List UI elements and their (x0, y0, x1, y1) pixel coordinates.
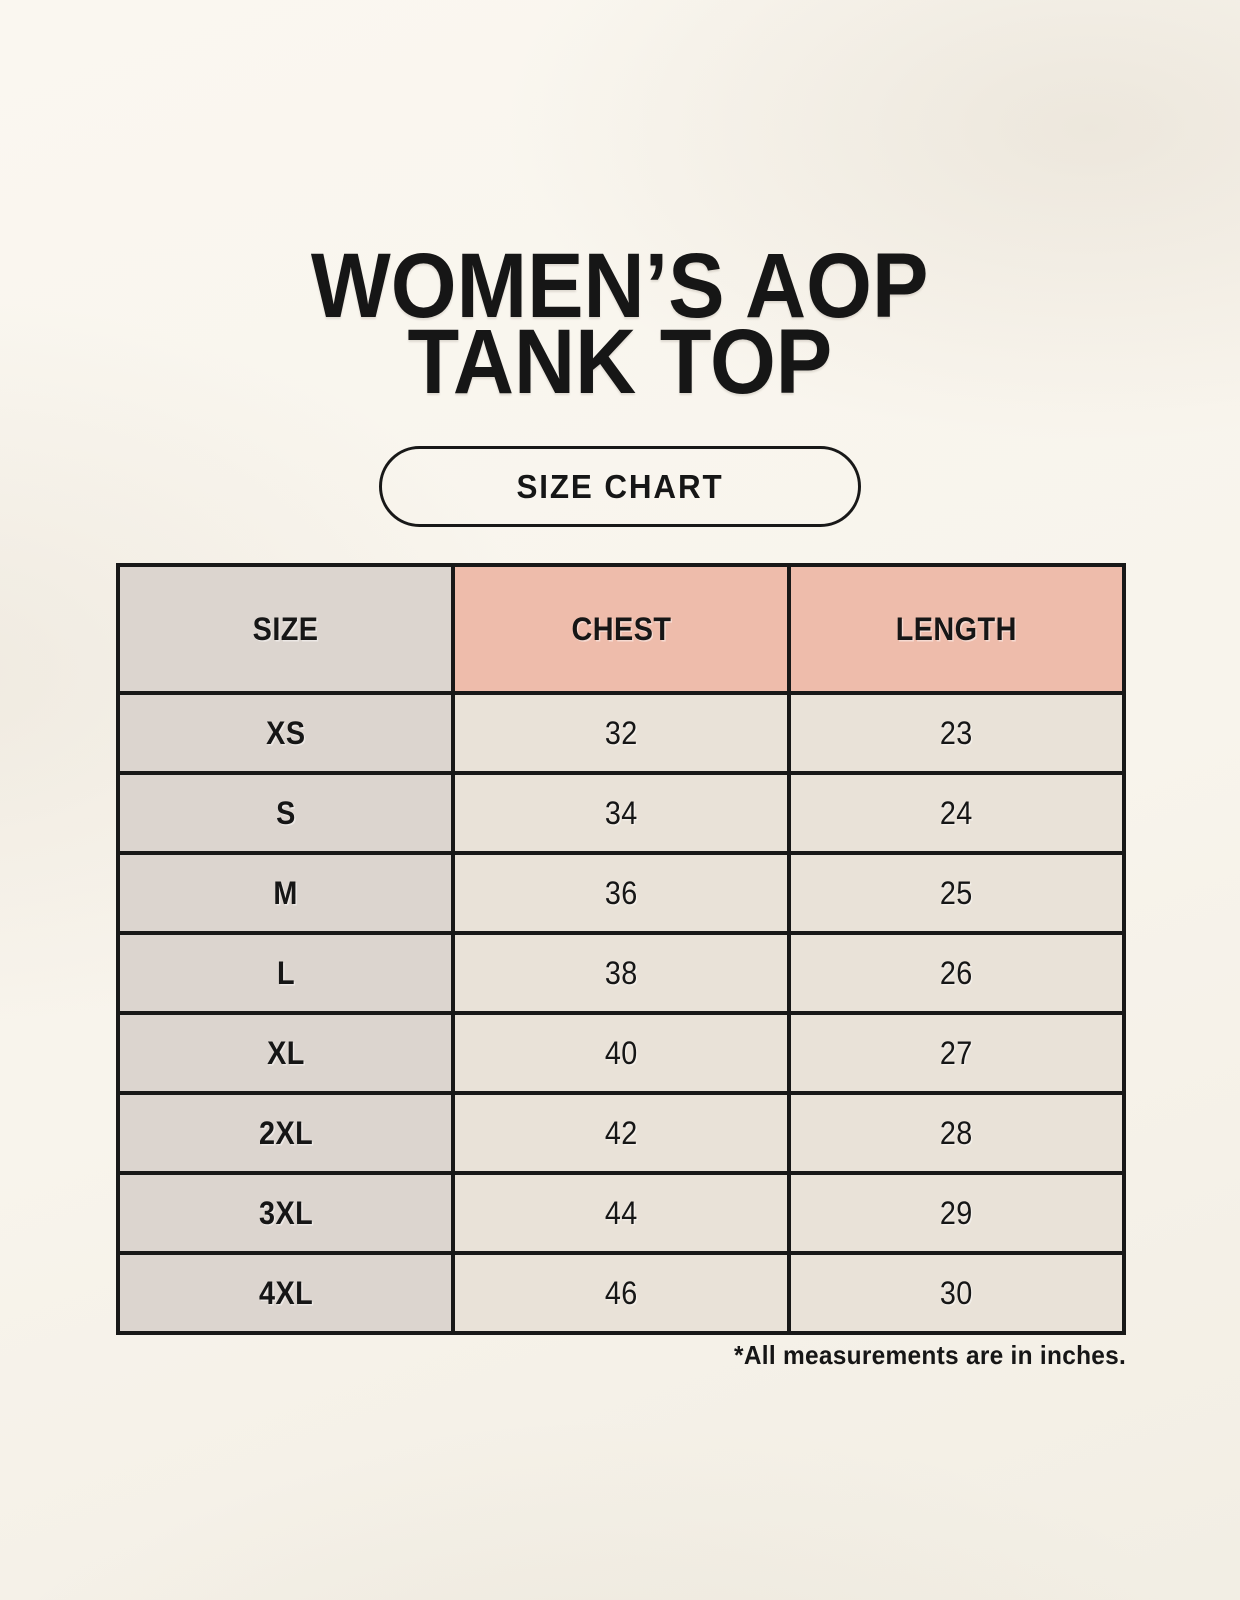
size-label: XL (266, 1034, 305, 1071)
size-label: M (273, 874, 298, 911)
chest-value: 42 (604, 1114, 638, 1151)
chest-value: 38 (604, 954, 638, 991)
chest-value-cell: 44 (455, 1175, 791, 1255)
chest-value: 34 (604, 794, 638, 831)
length-value: 24 (939, 794, 973, 831)
length-value-cell: 27 (790, 1015, 1126, 1095)
length-value: 26 (939, 954, 973, 991)
length-value-cell: 24 (790, 775, 1126, 855)
length-value-cell: 30 (790, 1255, 1126, 1335)
length-value-cell: 23 (790, 695, 1126, 775)
size-label: 4XL (258, 1274, 313, 1311)
length-value: 25 (939, 874, 973, 911)
chest-value: 46 (604, 1274, 638, 1311)
chest-value-cell: 40 (455, 1015, 791, 1095)
size-label-cell: L (120, 935, 456, 1015)
size-label-cell: XS (120, 695, 456, 775)
page-title: WOMEN’S AOP TANK TOP (0, 235, 1240, 413)
size-label: L (276, 954, 295, 991)
column-header-chest: CHEST (455, 567, 791, 695)
size-label-cell: XL (120, 1015, 456, 1095)
chest-value-cell: 38 (455, 935, 791, 1015)
chest-value: 40 (604, 1034, 638, 1071)
chest-value: 36 (604, 874, 638, 911)
size-label: S (275, 794, 296, 831)
length-value: 23 (939, 714, 973, 751)
size-label-cell: 2XL (120, 1095, 456, 1175)
size-label-cell: 4XL (120, 1255, 456, 1335)
length-value: 28 (939, 1114, 973, 1151)
chest-value: 44 (604, 1194, 638, 1231)
column-header-size: SIZE (120, 567, 456, 695)
length-value-cell: 26 (790, 935, 1126, 1015)
chest-value-cell: 36 (455, 855, 791, 935)
size-label-cell: S (120, 775, 456, 855)
size-chart-badge-label: SIZE CHART (516, 467, 724, 505)
column-header-chest-label: CHEST (571, 610, 671, 647)
size-label-cell: 3XL (120, 1175, 456, 1255)
size-label: 2XL (258, 1114, 313, 1151)
column-header-length: LENGTH (790, 567, 1126, 695)
column-header-length-label: LENGTH (895, 610, 1017, 647)
length-value-cell: 28 (790, 1095, 1126, 1175)
title-line-2: TANK TOP (0, 311, 1240, 413)
measurements-footnote: *All measurements are in inches. (709, 1340, 1126, 1371)
length-value-cell: 25 (790, 855, 1126, 935)
chest-value-cell: 32 (455, 695, 791, 775)
size-chart-badge: SIZE CHART (379, 446, 861, 527)
size-label-cell: M (120, 855, 456, 935)
chest-value-cell: 42 (455, 1095, 791, 1175)
length-value: 27 (939, 1034, 973, 1071)
length-value: 30 (939, 1274, 973, 1311)
chest-value-cell: 46 (455, 1255, 791, 1335)
length-value: 29 (939, 1194, 973, 1231)
title-line-2-text: TANK TOP (407, 311, 833, 413)
size-label: 3XL (258, 1194, 313, 1231)
column-header-size-label: SIZE (252, 610, 319, 647)
length-value-cell: 29 (790, 1175, 1126, 1255)
chest-value: 32 (604, 714, 638, 751)
measurements-footnote-text: *All measurements are in inches. (733, 1340, 1126, 1370)
title-line-1-text: WOMEN’S AOP (311, 235, 929, 337)
chest-value-cell: 34 (455, 775, 791, 855)
size-table: SIZE CHEST LENGTH XS 32 23 S 34 24 M 36 … (116, 563, 1126, 1335)
title-line-1: WOMEN’S AOP (0, 235, 1240, 337)
size-label: XS (265, 714, 306, 751)
